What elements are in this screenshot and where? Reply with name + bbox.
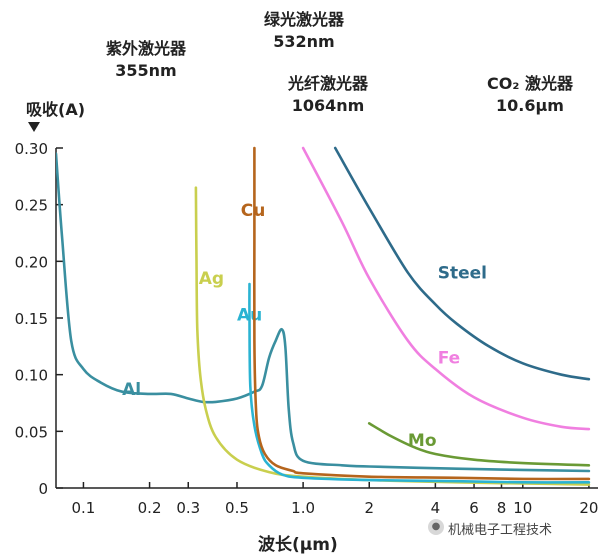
x-tick-label: 10 xyxy=(513,499,532,517)
x-tick-label: 0.2 xyxy=(138,499,162,517)
series-line-al xyxy=(56,152,591,473)
series-line-mo xyxy=(367,422,591,467)
laser-uv-name: 紫外激光器 xyxy=(105,39,186,58)
series-label-al: Al xyxy=(122,380,141,400)
laser-green-name: 绿光激光器 xyxy=(263,10,344,29)
laser-green-wavelength: 532nm xyxy=(273,32,335,51)
laser-fiber-label: 光纤激光器 1064nm xyxy=(268,73,388,117)
series-label-fe: Fe xyxy=(438,348,460,368)
laser-co2-label: CO₂ 激光器 10.6μm xyxy=(465,73,595,117)
series-line-steel xyxy=(333,146,591,381)
y-tick-label: 0.10 xyxy=(15,367,48,385)
wechat-icon: ● xyxy=(428,519,444,535)
series-label-ag: Ag xyxy=(199,269,224,289)
x-tick-label: 8 xyxy=(497,499,507,517)
series-label-mo: Mo xyxy=(408,431,437,451)
y-tick-label: 0.20 xyxy=(15,253,48,271)
y-tick-label: 0.30 xyxy=(15,140,48,158)
y-tick-label: 0 xyxy=(38,480,48,498)
watermark: 机械电子工程技术 xyxy=(448,523,553,538)
x-tick-label: 1.0 xyxy=(291,499,315,517)
series-line-cu xyxy=(252,146,591,481)
laser-fiber-name: 光纤激光器 xyxy=(287,74,368,93)
y-axis-arrow-icon xyxy=(28,122,40,132)
x-tick-label: 20 xyxy=(579,499,598,517)
series-label-steel: Steel xyxy=(438,263,487,283)
series-line-au xyxy=(248,282,591,484)
laser-fiber-wavelength: 1064nm xyxy=(291,96,365,115)
x-tick-label: 0.5 xyxy=(225,499,249,517)
y-tick-label: 0.25 xyxy=(15,197,48,215)
laser-co2-name: CO₂ 激光器 xyxy=(487,74,573,93)
series-line-fe xyxy=(301,146,591,431)
laser-green-label: 绿光激光器 532nm xyxy=(244,9,364,53)
series-label-au: Au xyxy=(237,305,262,325)
y-tick-label: 0.05 xyxy=(15,423,48,441)
x-axis-label: 波长(μm) xyxy=(258,535,338,555)
laser-co2-wavelength: 10.6μm xyxy=(496,96,564,115)
y-axis-label: 吸收(A) xyxy=(26,100,86,119)
x-tick-label: 4 xyxy=(431,499,441,517)
series-label-cu: Cu xyxy=(241,201,266,221)
y-tick-label: 0.15 xyxy=(15,310,48,328)
x-tick-label: 0.1 xyxy=(72,499,96,517)
x-tick-label: 0.3 xyxy=(176,499,200,517)
laser-uv-label: 紫外激光器 355nm xyxy=(86,38,206,82)
x-tick-label: 6 xyxy=(469,499,479,517)
x-tick-label: 2 xyxy=(364,499,374,517)
laser-uv-wavelength: 355nm xyxy=(115,61,177,80)
